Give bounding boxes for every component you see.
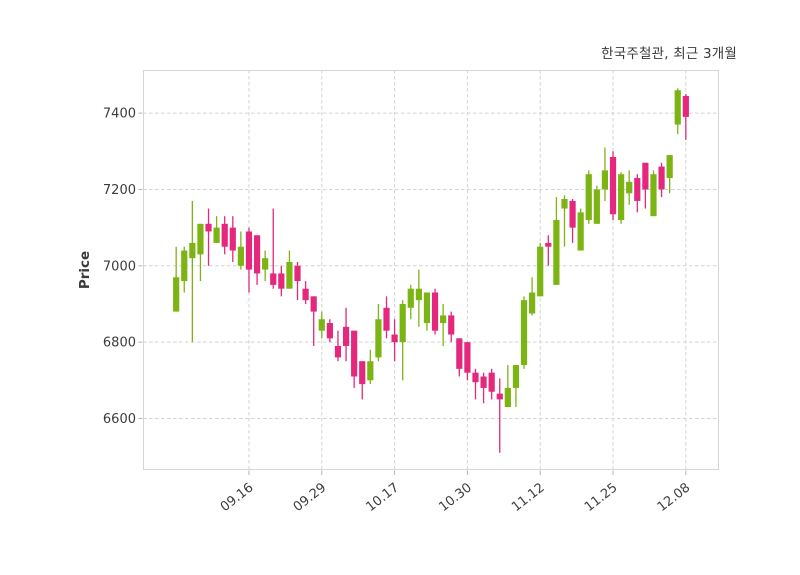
candle-body-up [537,246,544,297]
candle-body-down [253,235,261,274]
candle-body-down [205,223,212,232]
candle-body-up [650,174,657,217]
candle-body-down [682,95,689,117]
candle-body-up [262,258,269,270]
candle-body-up [173,277,180,312]
candle-body-down [270,273,277,285]
candle-body-up [181,250,188,282]
candle-body-down [658,166,665,190]
x-tick-label: 09.29 [291,480,330,515]
candle-body-up [674,90,681,125]
y-tick-label: 6800 [103,336,136,351]
candle-body-up [553,220,560,285]
candle-body-up [318,319,325,331]
candle-body-down [278,273,285,289]
candle-body-down [464,342,471,373]
candle-body-down [359,361,366,385]
candle-body-up [375,319,382,358]
candle-body-down [488,372,495,392]
y-tick-label: 7000 [103,259,136,274]
candle-body-down [472,372,479,383]
candle-body-down [245,231,253,270]
candle-body-down [456,338,463,369]
x-tick-label: 11.25 [582,480,621,515]
candle-body-up [585,174,592,220]
candle-body-up [618,174,625,220]
candle-body-down [431,292,439,331]
candle-body-up [593,189,600,224]
y-tick-label: 7400 [103,107,136,122]
candle-body-up [440,315,447,324]
candle-body-up [577,212,584,251]
candle-body-up [367,361,374,381]
candle-body-up [407,288,414,308]
candle-body-up [399,303,406,343]
y-tick-label: 7200 [103,183,136,198]
x-tick-label: 10.30 [436,480,475,515]
x-tick-label: 09.16 [218,480,257,515]
candle-body-down [294,265,301,282]
candle-body-up [286,261,293,289]
candle-body-up [601,170,609,190]
candle-body-down [545,242,552,247]
candle-body-down [480,376,487,388]
candle-body-down [609,157,617,215]
candle-body-up [197,223,204,255]
x-tick-label: 11.12 [509,480,548,515]
candle-body-down [310,296,317,312]
candle-body-down [326,323,333,339]
candle-body-up [529,292,536,314]
x-tick-label: 12.08 [655,480,694,515]
candle-body-down [569,200,576,228]
candle-body-up [423,292,431,324]
candle-body-down [342,326,350,346]
candle-body-up [504,387,511,408]
x-tick-label: 10.17 [363,480,402,515]
candle-body-up [626,181,633,194]
candle-body-down [642,162,649,190]
candle-body-up [666,155,673,179]
candle-body-up [415,288,422,301]
candle-body-down [448,315,455,335]
candle-body-down [496,393,503,400]
candle-body-down [302,288,309,301]
candle-body-down [221,223,228,247]
candle-body-up [213,227,220,243]
candle-body-up [520,300,528,366]
candle-body-down [351,330,358,377]
candle-body-up [189,242,196,259]
candle-body-down [334,345,342,358]
candle-body-down [229,227,236,251]
candle-body-down [634,178,641,201]
candle-body-up [561,199,568,209]
chart-title: 한국주철관, 최근 3개월 [601,46,737,62]
candle-body-up [237,246,244,266]
candle-body-down [391,334,398,343]
y-tick-label: 6600 [103,412,136,427]
candle-body-up [512,365,520,388]
candle-body-down [383,307,390,331]
plot-border [143,70,719,470]
